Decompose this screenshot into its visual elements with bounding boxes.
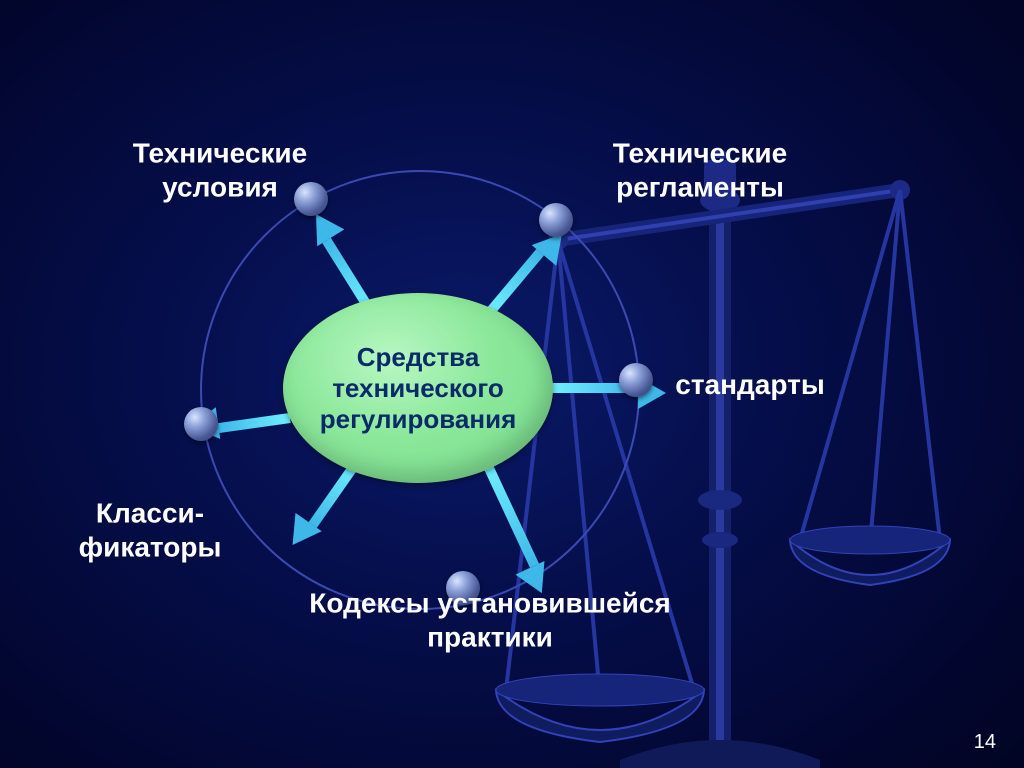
label-tech-regulations: Технические регламенты — [613, 136, 787, 203]
core-text: Средства технического регулирования — [320, 342, 517, 435]
sphere-top-right — [539, 203, 573, 237]
page-number: 14 — [974, 731, 996, 754]
label-classifiers: Класси- фикаторы — [79, 496, 222, 563]
sphere-left — [184, 407, 218, 441]
core-ellipse: Средства технического регулирования — [283, 293, 553, 483]
label-standards: стандарты — [675, 368, 824, 402]
sphere-right — [619, 363, 653, 397]
label-tech-conditions: Технические условия — [133, 136, 307, 203]
label-codes: Кодексы установившейся практики — [309, 586, 671, 653]
slide-stage: Средства технического регулирования Техн… — [0, 0, 1024, 768]
